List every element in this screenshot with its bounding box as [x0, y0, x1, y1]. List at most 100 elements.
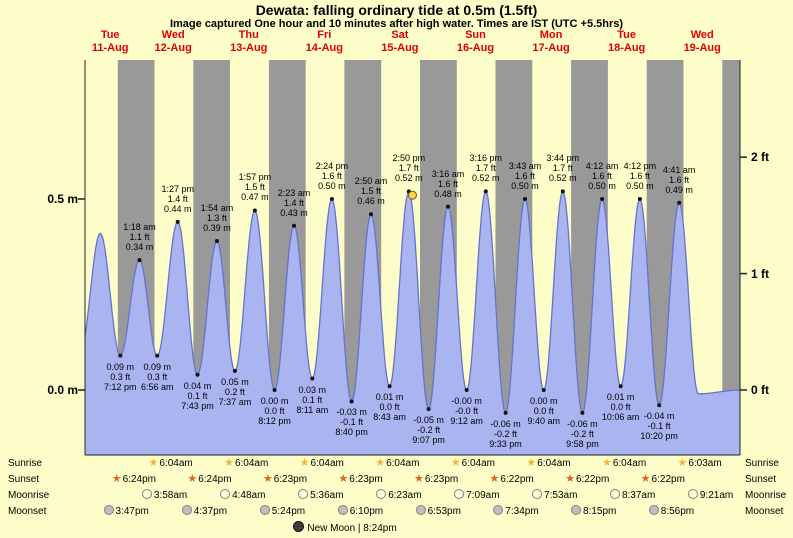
astro-row-label-left-moonset: Moonset [8, 506, 47, 517]
tide-extreme-label: 1:27 pm 1.4 ft 0.44 m [150, 184, 206, 214]
tide-extreme-label: -0.00 m -0.0 ft 9:12 am [439, 396, 495, 426]
sunrise-icon: ★ [677, 457, 688, 469]
moonrise-event: 3:58am [141, 489, 188, 502]
extreme-label-line: -0.03 m [336, 407, 367, 418]
tide-extreme-label: 3:16 am 1.6 ft 0.48 m [420, 169, 476, 199]
tide-extreme-dot [618, 384, 623, 389]
sunset-event: ★6:22pm [565, 473, 609, 486]
sunset-icon: ★ [262, 473, 273, 485]
tide-extreme-dot [483, 189, 488, 194]
tide-extreme-label: 1:54 am 1.3 ft 0.39 m [189, 203, 245, 233]
sunrise-icon: ★ [450, 457, 461, 469]
moonset-time: 8:15pm [583, 506, 617, 517]
extreme-label-line: 1.3 ft [206, 213, 227, 224]
moonrise-time: 3:58am [153, 490, 188, 501]
tide-extreme-dot [503, 410, 508, 415]
extreme-label-line: -0.2 ft [417, 425, 441, 436]
extreme-label-line: 0.1 ft [302, 394, 323, 405]
tide-extreme-label: 0.09 m 0.3 ft 7:12 pm [92, 362, 148, 392]
astro-row-label-left-sunrise: Sunrise [8, 458, 42, 469]
extreme-label-line: 8:11 am [296, 404, 329, 415]
extreme-label-line: 2:50 pm [392, 153, 426, 164]
moonrise-icon [220, 489, 231, 499]
tide-extreme-dot [272, 388, 277, 392]
extreme-label-line: 1.7 ft [475, 163, 496, 174]
day-label: Mon 17-Aug [516, 29, 586, 55]
moonset-icon [337, 505, 348, 515]
tide-extreme-label: 0.05 m 0.2 ft 7:37 am [207, 377, 263, 407]
extreme-label-line: 1.6 ft [514, 171, 535, 181]
sunset-time: 6:24pm [198, 474, 232, 485]
tide-extreme-dot [580, 410, 585, 415]
extreme-label-line: 0.49 m [665, 184, 693, 195]
right-axis-label: 0 ft [751, 383, 769, 397]
day-date: 17-Aug [532, 42, 570, 54]
sunrise-event: ★6:04am [375, 457, 419, 470]
sunset-event: ★6:23pm [414, 473, 458, 486]
extreme-label-line: 10:06 am [601, 412, 640, 423]
moonrise-event: 5:36am [298, 489, 344, 502]
day-label: Wed 12-Aug [138, 29, 208, 55]
page-title: Dewata: falling ordinary tide at 0.5m (1… [255, 2, 538, 18]
day-name: Sat [391, 29, 409, 41]
extreme-label-line: 7:37 am [218, 396, 252, 407]
moonrise-event: 6:23am [376, 489, 422, 502]
moonrise-event: 7:09am [454, 489, 500, 502]
day-name: Thu [238, 29, 259, 41]
extreme-label-line: 0.39 m [203, 223, 231, 234]
tide-extreme-label: 3:44 pm 1.7 ft 0.52 m [535, 153, 591, 183]
extreme-label-line: -0.2 ft [570, 428, 594, 439]
day-date: 16-Aug [456, 42, 495, 54]
extreme-label-line: 1.4 ft [284, 197, 305, 208]
astro-row-label-left-sunset: Sunset [8, 474, 40, 485]
moonset-event: 3:47pm [103, 505, 149, 518]
extreme-label-line: 3:16 pm [469, 153, 503, 164]
extreme-label-line: 0.52 m [549, 173, 577, 184]
tide-extreme-label: 0.01 m 0.0 ft 10:06 am [593, 392, 649, 422]
moonset-icon [571, 505, 582, 515]
tide-extreme-label: 2:23 am 1.4 ft 0.43 m [266, 188, 322, 218]
tide-extreme-dot [523, 197, 527, 201]
sunset-event: ★6:23pm [338, 473, 382, 486]
sunset-icon: ★ [414, 473, 424, 485]
sunset-time: 6:24pm [122, 474, 156, 485]
extreme-label-line: 10:20 pm [640, 431, 678, 442]
extreme-label-line: 2:50 am [354, 176, 388, 187]
moonset-time: 7:34pm [505, 506, 539, 517]
day-date: 11-Aug [91, 42, 129, 54]
moonset-icon [103, 505, 114, 515]
extreme-label-line: 3:44 pm [546, 153, 580, 164]
moonrise-icon [609, 489, 620, 499]
moonset-time: 3:47pm [115, 506, 149, 517]
sunset-icon: ★ [111, 473, 122, 485]
tide-extreme-label: -0.06 m -0.2 ft 9:58 pm [554, 419, 610, 449]
extreme-label-line: 0.01 m [606, 392, 635, 403]
tide-extreme-dot [195, 372, 200, 377]
tide-extreme-label: 0.00 m 0.0 ft 8:12 pm [247, 396, 303, 426]
moonrise-icon [687, 489, 698, 499]
sunset-time: 6:22pm [651, 474, 685, 485]
extreme-label-line: 2:23 am [277, 187, 311, 198]
extreme-label-line: 2:24 pm [315, 161, 349, 171]
day-label: Tue 18-Aug [592, 29, 662, 55]
sunrise-event: ★6:04am [148, 457, 192, 470]
tide-extreme-dot [446, 204, 450, 209]
sunrise-icon: ★ [148, 457, 159, 469]
extreme-label-line: 0.46 m [357, 196, 385, 207]
astro-row-label-right-sunset: Sunset [745, 474, 777, 485]
tide-extreme-label: 3:43 am 1.6 ft 0.50 m [497, 161, 553, 191]
extreme-label-line: 0.52 m [472, 173, 500, 184]
day-date: 13-Aug [230, 42, 268, 54]
extreme-label-line: -0.1 ft [647, 421, 671, 432]
new-moon-icon [293, 521, 305, 532]
extreme-label-line: 1.6 ft [321, 171, 342, 181]
moonset-event: 8:56pm [648, 505, 694, 518]
moonset-icon [181, 505, 192, 515]
moonrise-icon [141, 489, 152, 499]
sunrise-time: 6:04am [234, 458, 269, 469]
day-date: 15-Aug [381, 42, 419, 54]
tide-area [85, 191, 740, 455]
extreme-label-line: 9:40 am [527, 416, 560, 426]
extreme-label-line: 0.34 m [125, 242, 154, 253]
